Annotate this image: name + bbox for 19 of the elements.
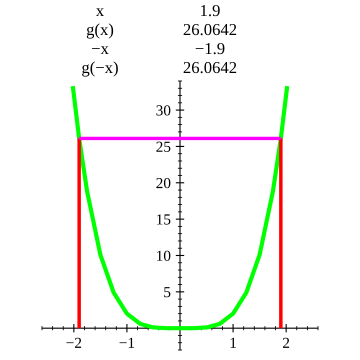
text: g(x) [86,23,114,39]
text: −x [92,46,109,54]
text: 26.0642 [184,62,236,74]
y-tick-label: 25 [156,142,170,152]
y-tick-label: 30 [156,105,170,116]
x-tick-label: −1 [120,338,134,348]
y-tick-label: 10 [157,250,170,261]
line-series [70,84,290,330]
text: −1.9 [196,42,224,54]
x-tick-label: 1 [230,338,236,348]
text: g(−x) [82,61,118,77]
x-tick-label: −2 [66,338,82,348]
y-tick-label: 5 [164,287,170,298]
text: x [96,8,104,16]
text: 1.9 [201,4,220,16]
x-tick-label: 2 [283,338,290,348]
text: 26.0642 [184,24,236,36]
y-tick-label: 20 [156,178,170,188]
y-tick-label: 15 [157,214,170,225]
